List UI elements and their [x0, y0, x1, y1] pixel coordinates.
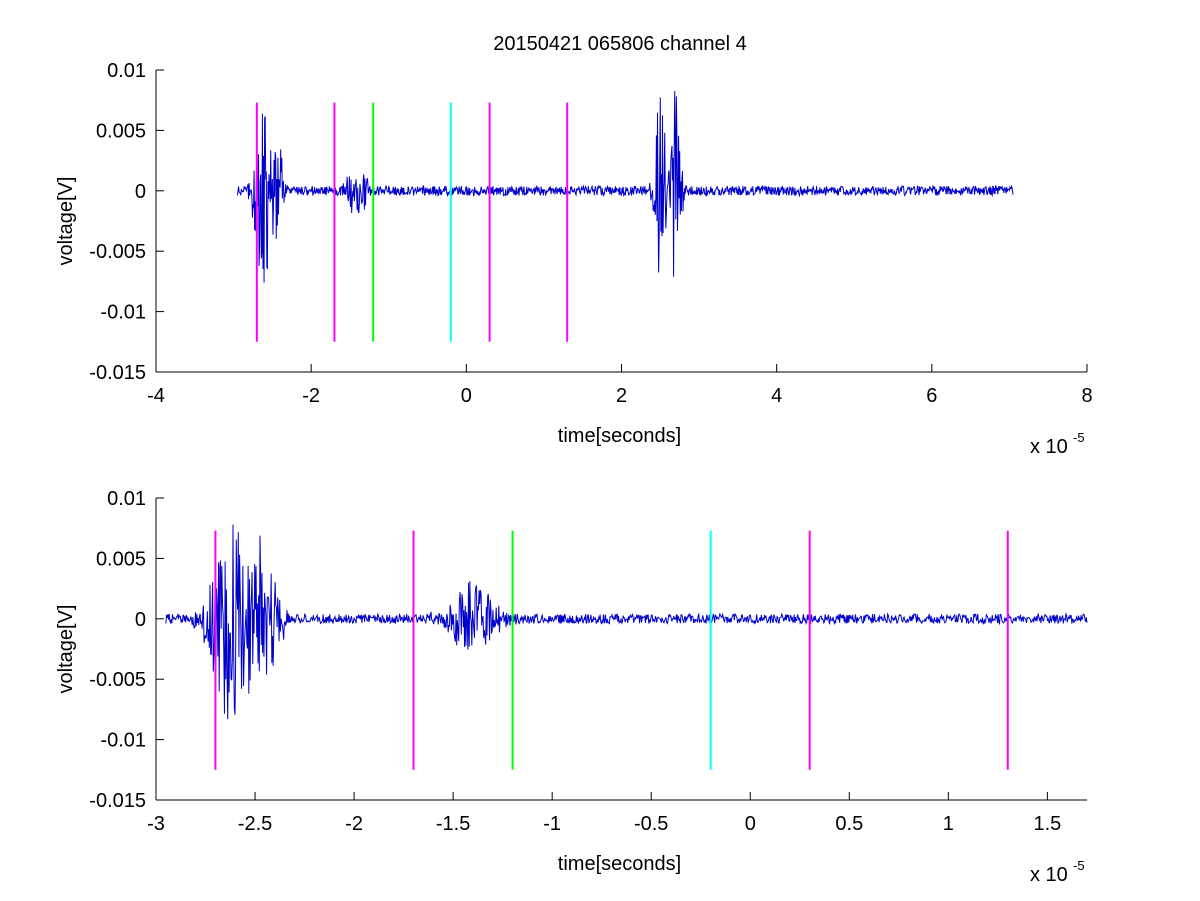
x-tick-label: 1	[943, 813, 954, 835]
x-tick-label: -3	[147, 813, 165, 835]
x-multiplier-label: x 10	[1030, 864, 1068, 886]
x-tick-label: -4	[147, 385, 165, 407]
signal-series-line	[236, 91, 1014, 283]
x-tick-label: -1	[543, 813, 561, 835]
x-tick-label: -1.5	[436, 813, 470, 835]
bottom-subplot: -3 -2.5 -2 -1.5 -1 -0.5 0 0.5 1 1.5 0.01 0.005 0 -0.0…	[55, 488, 1088, 886]
x-tick-label: 0.5	[835, 813, 863, 835]
x-tick-label: 0	[745, 813, 756, 835]
figure-title: 20150421 065806 channel 4	[493, 33, 747, 55]
y-axis-label: voltage[V]	[55, 605, 77, 694]
y-tick-label: 0.005	[96, 120, 146, 142]
y-axis-label: voltage[V]	[55, 177, 77, 266]
x-tick-label: 8	[1081, 385, 1092, 407]
y-tick-label: 0	[135, 181, 146, 203]
y-tick-label: 0.01	[107, 60, 146, 82]
x-axis-label: time[seconds]	[558, 853, 681, 875]
y-tick-label: 0.01	[107, 488, 146, 510]
y-tick-label: -0.015	[89, 362, 146, 384]
x-tick-label: 0	[461, 385, 472, 407]
signal-series-line	[165, 524, 1088, 720]
x-tick-label: -2	[345, 813, 363, 835]
x-axis-label: time[seconds]	[558, 425, 681, 447]
x-tick-label: 6	[926, 385, 937, 407]
y-tick-label: -0.005	[89, 669, 146, 691]
y-tick-label: 0.005	[96, 548, 146, 570]
y-tick-label: -0.01	[100, 302, 146, 324]
y-tick-label: -0.01	[100, 730, 146, 752]
y-tick-label: 0	[135, 609, 146, 631]
x-tick-label: 1.5	[1033, 813, 1061, 835]
x-multiplier-exponent: -5	[1073, 858, 1085, 873]
top-subplot: -4 -2 0 2 4 6 8 0.01 0.005 0 -0.005 -0.01 -0.015 time…	[55, 60, 1093, 458]
x-multiplier-label: x 10	[1030, 436, 1068, 458]
y-tick-label: -0.015	[89, 790, 146, 812]
x-tick-label: 2	[616, 385, 627, 407]
x-tick-label: -0.5	[634, 813, 668, 835]
x-tick-label: 4	[771, 385, 782, 407]
y-tick-label: -0.005	[89, 241, 146, 263]
x-multiplier-exponent: -5	[1073, 430, 1085, 445]
x-tick-label: -2	[302, 385, 320, 407]
x-tick-label: -2.5	[238, 813, 272, 835]
